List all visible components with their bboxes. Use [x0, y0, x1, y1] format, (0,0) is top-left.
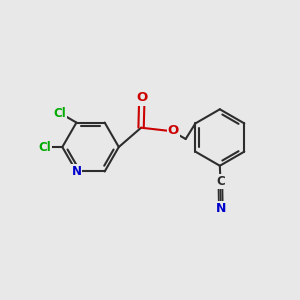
Text: Cl: Cl	[54, 106, 67, 120]
Text: C: C	[216, 175, 225, 188]
Text: Cl: Cl	[38, 140, 51, 154]
Text: N: N	[216, 202, 226, 215]
Text: N: N	[71, 165, 81, 178]
Text: O: O	[168, 124, 179, 136]
Text: O: O	[136, 92, 147, 104]
